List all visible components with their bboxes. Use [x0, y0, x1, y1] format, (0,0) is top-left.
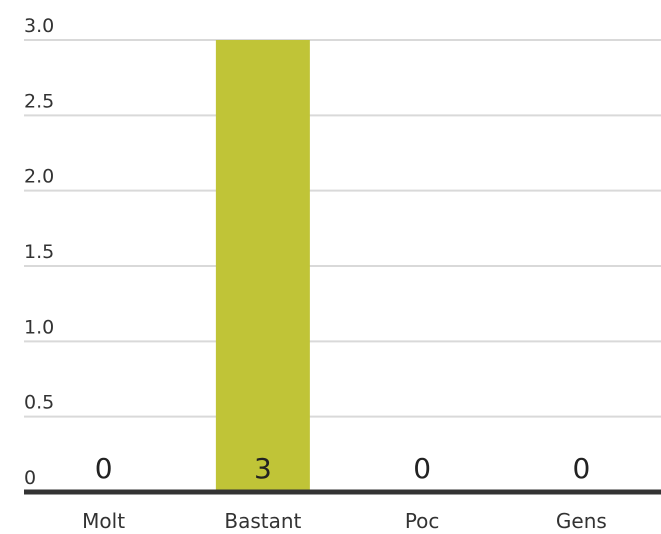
x-tick-label-bastant: Bastant	[224, 509, 301, 533]
x-tick-label-poc: Poc	[405, 509, 440, 533]
x-tick-label-gens: Gens	[556, 509, 607, 533]
gridlines	[24, 39, 661, 418]
y-tick-label: 0	[24, 467, 36, 489]
value-label-molt: 0	[95, 452, 113, 485]
y-tick-label: 1.0	[24, 316, 54, 338]
y-tick-label: 0.5	[24, 392, 54, 414]
y-tick-label: 2.5	[24, 90, 54, 112]
y-tick-label: 3.0	[24, 15, 54, 37]
bar-bastant	[215, 40, 310, 492]
y-tick-label: 1.5	[24, 241, 54, 263]
x-tick-labels: Molt Bastant Poc Gens	[82, 509, 607, 533]
y-tick-label: 2.0	[24, 166, 54, 188]
value-label-gens: 0	[572, 452, 590, 485]
x-tick-label-molt: Molt	[82, 509, 125, 533]
bars	[215, 40, 310, 492]
value-labels: 0 3 0 0	[95, 452, 591, 485]
value-label-poc: 0	[413, 452, 431, 485]
y-tick-labels: 0 0.5 1.0 1.5 2.0 2.5 3.0	[24, 15, 54, 489]
value-label-bastant: 3	[254, 452, 272, 485]
